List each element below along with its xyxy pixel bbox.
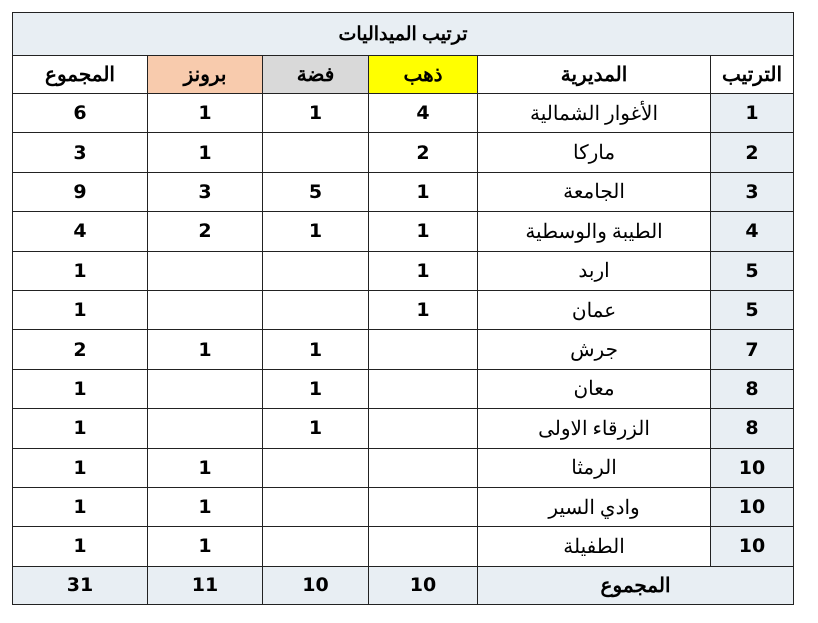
cell-gold (368, 408, 479, 449)
cell-district: الطيبة والوسطية (477, 211, 712, 252)
cell-total: 1 (11, 289, 149, 331)
cell-gold: 2 (368, 132, 479, 173)
cell-gold (368, 486, 479, 528)
cell-gold (368, 368, 479, 410)
cell-district: جرش (477, 329, 712, 370)
cell-rank: 8 (710, 408, 795, 449)
table-row: 8 الزرقاء الاولى 1 1 (11, 408, 795, 449)
cell-bronze: 1 (147, 329, 264, 370)
cell-district: عمان (477, 289, 712, 331)
table-row: 10 الرمثا 1 1 (11, 447, 795, 488)
cell-rank: 10 (710, 526, 795, 567)
table-row: 10 الطفيلة 1 1 (11, 526, 795, 567)
total-all: 31 (11, 565, 149, 605)
totals-row: المجموع 10 10 11 31 (11, 565, 795, 605)
cell-silver (262, 132, 370, 173)
table-row: 8 معان 1 1 (11, 368, 795, 410)
cell-bronze: 1 (147, 92, 264, 134)
cell-gold (368, 526, 479, 567)
cell-bronze (147, 250, 264, 291)
cell-silver (262, 486, 370, 528)
cell-silver (262, 447, 370, 488)
cell-total: 3 (11, 132, 149, 173)
cell-district: اربد (477, 250, 712, 291)
cell-bronze (147, 408, 264, 449)
cell-total: 1 (11, 486, 149, 528)
cell-rank: 4 (710, 211, 795, 252)
header-gold: ذهب (368, 55, 479, 94)
cell-bronze: 1 (147, 526, 264, 567)
table-title: ترتيب الميداليات (11, 12, 795, 56)
table-row: 5 عمان 1 1 (11, 289, 795, 331)
cell-bronze (147, 368, 264, 410)
cell-total: 1 (11, 526, 149, 567)
cell-silver (262, 250, 370, 291)
cell-gold: 4 (368, 92, 479, 134)
cell-total: 1 (11, 250, 149, 291)
cell-district: معان (477, 368, 712, 410)
cell-silver: 1 (262, 408, 370, 449)
table-row: 10 وادي السير 1 1 (11, 486, 795, 528)
header-silver: فضة (262, 55, 370, 94)
cell-rank: 3 (710, 171, 795, 213)
cell-total: 6 (11, 92, 149, 134)
totals-label: المجموع (477, 565, 795, 605)
cell-silver: 1 (262, 92, 370, 134)
total-silver: 10 (262, 565, 370, 605)
table-row: 2 ماركا 2 1 3 (11, 132, 795, 173)
cell-total: 1 (11, 447, 149, 488)
cell-total: 1 (11, 408, 149, 449)
header-rank: الترتيب (710, 55, 795, 94)
cell-gold (368, 447, 479, 488)
cell-gold (368, 329, 479, 370)
cell-bronze: 1 (147, 447, 264, 488)
cell-bronze: 1 (147, 486, 264, 528)
cell-bronze (147, 289, 264, 331)
cell-rank: 8 (710, 368, 795, 410)
table-row: 3 الجامعة 1 5 3 9 (11, 171, 795, 213)
cell-silver: 5 (262, 171, 370, 213)
cell-silver (262, 526, 370, 567)
cell-district: الأغوار الشمالية (477, 92, 712, 134)
cell-district: ماركا (477, 132, 712, 173)
table-row: 7 جرش 1 1 2 (11, 329, 795, 370)
cell-bronze: 3 (147, 171, 264, 213)
cell-total: 1 (11, 368, 149, 410)
cell-bronze: 1 (147, 132, 264, 173)
total-bronze: 11 (147, 565, 264, 605)
total-gold: 10 (368, 565, 479, 605)
cell-silver: 1 (262, 368, 370, 410)
header-bronze: برونز (147, 55, 264, 94)
cell-total: 9 (11, 171, 149, 213)
table-row: 1 الأغوار الشمالية 4 1 1 6 (11, 92, 795, 134)
cell-district: الرمثا (477, 447, 712, 488)
cell-gold: 1 (368, 250, 479, 291)
cell-gold: 1 (368, 289, 479, 331)
cell-district: الزرقاء الاولى (477, 408, 712, 449)
header-total: المجموع (11, 55, 149, 94)
table-row: 4 الطيبة والوسطية 1 1 2 4 (11, 211, 795, 252)
cell-total: 2 (11, 329, 149, 370)
cell-silver (262, 289, 370, 331)
cell-silver: 1 (262, 329, 370, 370)
cell-rank: 2 (710, 132, 795, 173)
cell-district: الطفيلة (477, 526, 712, 567)
cell-rank: 5 (710, 250, 795, 291)
cell-total: 4 (11, 211, 149, 252)
cell-rank: 5 (710, 289, 795, 331)
cell-rank: 10 (710, 447, 795, 488)
cell-rank: 1 (710, 92, 795, 134)
cell-rank: 10 (710, 486, 795, 528)
cell-gold: 1 (368, 171, 479, 213)
cell-bronze: 2 (147, 211, 264, 252)
cell-district: وادي السير (477, 486, 712, 528)
medal-table: ترتيب الميداليات الترتيب المديرية ذهب فض… (11, 12, 795, 605)
cell-rank: 7 (710, 329, 795, 370)
header-district: المديرية (477, 55, 712, 94)
table-row: 5 اربد 1 1 (11, 250, 795, 291)
cell-district: الجامعة (477, 171, 712, 213)
cell-gold: 1 (368, 211, 479, 252)
cell-silver: 1 (262, 211, 370, 252)
